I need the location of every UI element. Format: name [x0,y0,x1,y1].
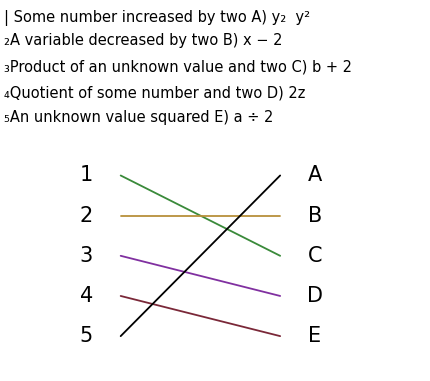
Text: ₃Product of an unknown value and two C) b + 2: ₃Product of an unknown value and two C) … [4,59,351,74]
Text: 5: 5 [80,326,92,346]
Text: D: D [306,286,322,306]
Text: ₂A variable decreased by two B) x − 2: ₂A variable decreased by two B) x − 2 [4,33,282,48]
Text: A: A [307,165,321,186]
Text: | Some number increased by two A) y₂  y²: | Some number increased by two A) y₂ y² [4,10,310,26]
Text: C: C [307,246,321,266]
Text: E: E [307,326,320,346]
Text: 4: 4 [80,286,92,306]
Text: 3: 3 [80,246,92,266]
Text: 1: 1 [80,165,92,186]
Text: ₅An unknown value squared E) a ÷ 2: ₅An unknown value squared E) a ÷ 2 [4,110,273,125]
Text: 2: 2 [80,206,92,226]
Text: B: B [307,206,321,226]
Text: ₄Quotient of some number and two D) 2z: ₄Quotient of some number and two D) 2z [4,85,305,101]
